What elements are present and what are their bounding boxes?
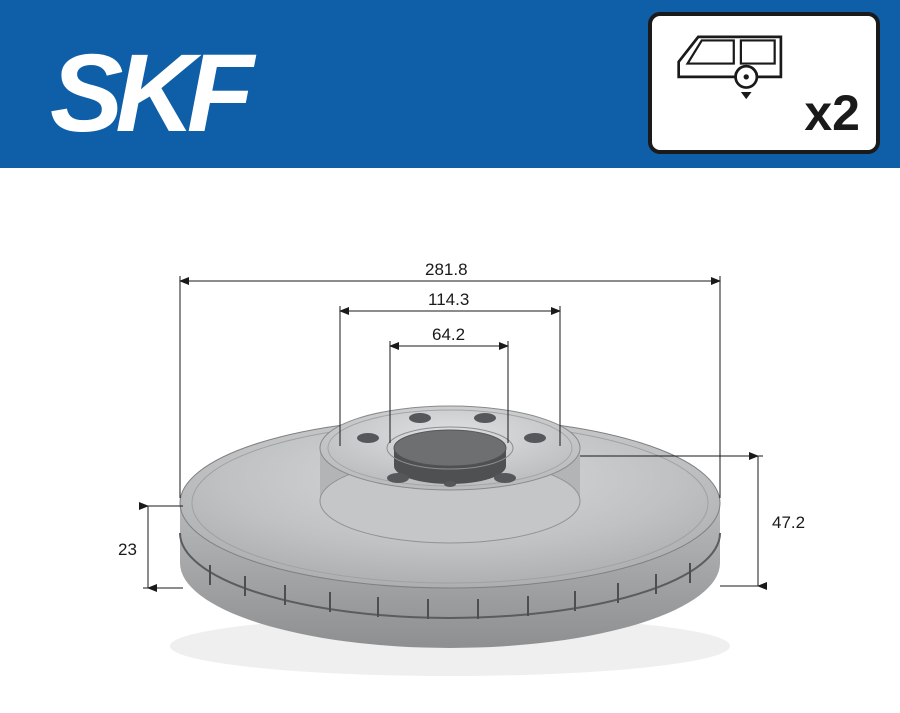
dim-outer-diameter: 281.8 <box>425 260 468 280</box>
dim-thickness: 23 <box>118 540 137 560</box>
quantity-label: x2 <box>804 84 860 142</box>
dim-hat-height: 47.2 <box>772 513 805 533</box>
technical-diagram: 281.8 114.3 64.2 47.2 23 <box>0 168 900 713</box>
brand-logo: SKF <box>50 30 246 157</box>
header-bar: SKF x2 <box>0 0 900 168</box>
dim-bolt-circle: 114.3 <box>428 290 469 310</box>
dim-center-bore: 64.2 <box>432 325 465 345</box>
quantity-info-box: x2 <box>648 12 880 154</box>
dimension-lines <box>0 168 900 713</box>
car-rear-icon <box>662 28 802 108</box>
